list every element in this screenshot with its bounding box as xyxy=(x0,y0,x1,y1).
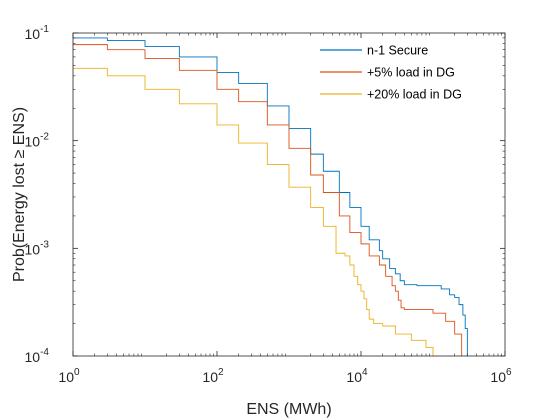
x-tick-label: 102 xyxy=(202,367,224,385)
y-axis-label: Prob(Energy lost ≥ ENS) xyxy=(11,107,28,282)
y-tick-label: 10-3 xyxy=(25,239,50,257)
series-layer xyxy=(73,37,468,356)
axes-box xyxy=(72,32,506,357)
series-line-1 xyxy=(73,37,468,356)
x-axis-ticks: 100 102 104 106 xyxy=(58,367,512,385)
y-tick-label: 10-2 xyxy=(25,132,50,150)
legend-label: +5% load in DG xyxy=(367,66,455,80)
plot-background xyxy=(73,33,505,356)
x-tick-label: 100 xyxy=(58,367,80,385)
y-tick-label: 10-1 xyxy=(25,24,50,42)
legend: n-1 Secure +5% load in DG +20% load in DG xyxy=(320,44,462,102)
axes xyxy=(72,32,506,357)
x-axis-label: ENS (MWh) xyxy=(246,401,331,418)
x-tick-label: 104 xyxy=(346,367,368,385)
legend-label: n-1 Secure xyxy=(367,44,428,58)
x-tick-label: 106 xyxy=(490,367,512,385)
series-line-2 xyxy=(73,44,463,356)
series-line-3 xyxy=(73,67,434,356)
plot-area xyxy=(73,33,505,356)
y-tick-label: 10-4 xyxy=(25,347,50,365)
y-axis-ticks: 10-1 10-2 10-3 10-4 xyxy=(25,24,50,365)
legend-label: +20% load in DG xyxy=(367,88,462,102)
